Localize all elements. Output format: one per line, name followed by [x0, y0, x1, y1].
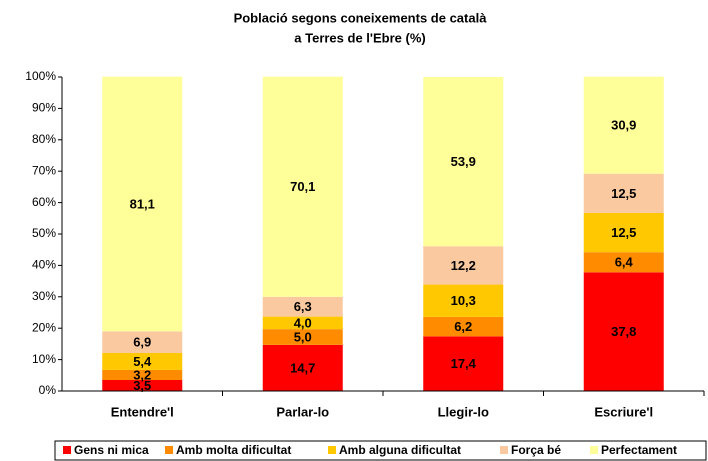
- data-label: 3,5: [133, 378, 151, 393]
- bar-segment: [102, 331, 183, 354]
- bar-segment: [583, 272, 664, 391]
- data-label: 70,1: [290, 179, 315, 194]
- legend-label: Força bé: [511, 443, 561, 457]
- bar-segment: [102, 380, 183, 391]
- bar-segment: [423, 246, 504, 285]
- chart-title: a Terres de l'Ebre (%): [294, 30, 425, 45]
- bar-segment: [423, 284, 504, 317]
- legend-swatch: [500, 446, 508, 454]
- y-tick-label: 90%: [32, 101, 56, 115]
- x-tick-label: Escriure'l: [594, 404, 653, 419]
- data-label: 4,0: [294, 315, 312, 330]
- bar-segment: [262, 76, 343, 297]
- data-label: 6,3: [294, 299, 312, 314]
- bar-segment: [583, 76, 664, 174]
- data-label: 12,5: [611, 225, 636, 240]
- data-label: 81,1: [130, 196, 155, 211]
- x-tick-label: Entendre'l: [111, 404, 174, 419]
- bar-segment: [102, 353, 183, 370]
- bar-segment: [423, 77, 504, 247]
- bar-segment: [102, 369, 183, 381]
- x-tick-label: Parlar-lo: [276, 404, 329, 419]
- data-label: 14,7: [290, 360, 315, 375]
- bar-segment: [262, 316, 343, 330]
- y-tick-label: 0%: [39, 383, 57, 397]
- data-label: 6,2: [454, 319, 472, 334]
- data-label: 6,9: [133, 335, 151, 350]
- bar-segment: [262, 296, 343, 317]
- data-label: 53,9: [451, 154, 476, 169]
- x-tick-label: Llegir-lo: [438, 404, 489, 419]
- legend-label: Amb alguna dificultat: [339, 443, 461, 457]
- legend-box: [54, 440, 707, 461]
- legend-swatch: [328, 446, 336, 454]
- bar-segment: [423, 316, 504, 337]
- data-label: 5,0: [294, 329, 312, 344]
- bar-segment: [262, 344, 343, 391]
- data-label: 12,5: [611, 186, 636, 201]
- data-label: 10,3: [451, 293, 476, 308]
- legend-label: Gens ni mica: [74, 443, 149, 457]
- bar-segment: [583, 212, 664, 253]
- y-tick-label: 70%: [32, 163, 56, 177]
- data-label: 12,2: [451, 258, 476, 273]
- bar-segment: [583, 173, 664, 213]
- y-tick-label: 80%: [32, 132, 56, 146]
- bar-segment: [102, 76, 183, 332]
- data-label: 5,4: [133, 354, 152, 369]
- y-tick-label: 40%: [32, 258, 56, 272]
- bar-segment: [583, 252, 664, 273]
- y-tick-label: 50%: [32, 226, 56, 240]
- legend-swatch: [590, 446, 598, 454]
- data-label: 6,4: [615, 255, 634, 270]
- chart-title: Població segons coneixements de català: [234, 10, 488, 25]
- y-tick-label: 60%: [32, 195, 56, 209]
- y-tick-label: 100%: [25, 69, 56, 83]
- legend-label: Amb molta dificultat: [176, 443, 291, 457]
- y-tick-label: 20%: [32, 320, 56, 334]
- y-tick-label: 10%: [32, 352, 56, 366]
- legend-label: Perfectament: [601, 443, 677, 457]
- data-label: 37,8: [611, 324, 636, 339]
- data-label: 17,4: [451, 356, 477, 371]
- data-label: 3,2: [133, 367, 151, 382]
- y-tick-label: 30%: [32, 289, 56, 303]
- bar-segment: [423, 336, 504, 391]
- legend-swatch: [63, 446, 71, 454]
- data-label: 30,9: [611, 118, 636, 133]
- legend-swatch: [165, 446, 173, 454]
- bar-segment: [262, 329, 343, 345]
